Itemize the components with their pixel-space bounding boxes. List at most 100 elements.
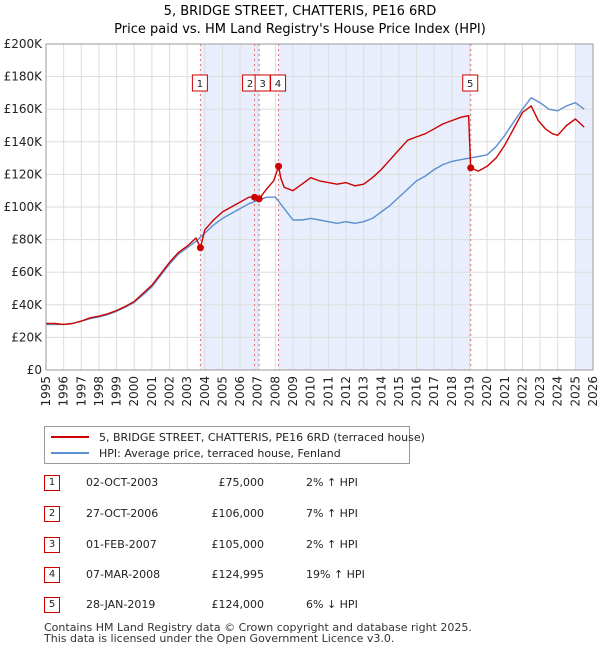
transaction-date: 07-MAR-2008 — [86, 568, 161, 581]
x-tick-label: 2023 — [533, 376, 547, 407]
x-tick-label: 2017 — [427, 376, 441, 407]
x-tick-label: 1995 — [39, 376, 53, 407]
sale-points — [196, 162, 475, 252]
footer-copyright: Contains HM Land Registry data © Crown c… — [44, 621, 472, 634]
y-tick-label: £40K — [11, 298, 43, 312]
x-tick-label: 2001 — [145, 376, 159, 407]
legend: 5, BRIDGE STREET, CHATTERIS, PE16 6RD (t… — [44, 426, 425, 464]
x-tick-label: 2002 — [163, 376, 177, 407]
x-tick-label: 1997 — [74, 376, 88, 407]
x-tick-label: 2004 — [198, 376, 212, 407]
sale-marker-label: 4 — [275, 79, 281, 90]
x-tick-label: 1998 — [92, 376, 106, 407]
sale-marker-label: 3 — [259, 79, 265, 90]
x-tick-label: 2022 — [515, 376, 529, 407]
x-tick-label: 2019 — [462, 376, 476, 407]
x-tick-label: 2008 — [268, 376, 282, 407]
y-tick-label: £60K — [11, 265, 43, 279]
transaction-hpi-diff: 2% ↑ HPI — [306, 538, 358, 551]
x-tick-label: 2025 — [568, 376, 582, 407]
legend-item-property: 5, BRIDGE STREET, CHATTERIS, PE16 6RD (t… — [51, 429, 425, 445]
chart-title: 5, BRIDGE STREET, CHATTERIS, PE16 6RD — [164, 4, 437, 19]
plot-frame — [45, 43, 594, 371]
sale-marker-label: 5 — [467, 79, 473, 90]
transaction-price: £75,000 — [218, 476, 265, 489]
y-tick-label: £200K — [4, 37, 44, 51]
x-tick-label: 2011 — [321, 376, 335, 407]
legend-item-hpi: HPI: Average price, terraced house, Fenl… — [51, 445, 341, 461]
x-tick-label: 2024 — [551, 376, 565, 407]
price-chart: 5, BRIDGE STREET, CHATTERIS, PE16 6RD Pr… — [4, 4, 600, 407]
legend-swatch-property — [51, 436, 89, 438]
x-tick-label: 2026 — [586, 376, 600, 407]
x-tick-label: 1999 — [110, 376, 124, 407]
x-tick-label: 2015 — [392, 376, 406, 407]
transaction-date: 27-OCT-2006 — [86, 507, 159, 520]
transaction-row: 4 07-MAR-2008 £124,995 19% ↑ HPI — [44, 567, 464, 585]
x-tick-label: 2000 — [127, 376, 141, 407]
y-tick-label: £80K — [11, 233, 43, 247]
x-tick-label: 2014 — [374, 376, 388, 407]
transaction-hpi-diff: 19% ↑ HPI — [306, 568, 365, 581]
footer-licence: This data is licensed under the Open Gov… — [44, 632, 395, 645]
x-tick-label: 2006 — [233, 376, 247, 407]
series-lines — [46, 97, 585, 326]
transaction-price: £124,995 — [211, 568, 265, 581]
series-line-property — [46, 105, 585, 326]
x-tick-label: 2005 — [215, 376, 229, 407]
transaction-price: £105,000 — [211, 538, 265, 551]
y-tick-label: £20K — [11, 330, 43, 344]
sale-point — [275, 162, 283, 170]
footer-attribution: Contains HM Land Registry data © Crown c… — [44, 622, 584, 644]
x-tick-label: 2020 — [480, 376, 494, 407]
sale-marker-badge — [191, 74, 208, 92]
x-tick-label: 2021 — [498, 376, 512, 407]
transaction-date: 02-OCT-2003 — [86, 476, 159, 489]
x-tick-label: 2010 — [304, 376, 318, 407]
transaction-number-badge: 4 — [44, 567, 60, 583]
y-axis-ticks: £0 £20K £40K £60K £80K £100K £120K £140K £160K £1… — [4, 37, 44, 377]
sale-point — [467, 164, 475, 172]
transaction-number-badge: 3 — [44, 537, 60, 553]
transaction-date: 01-FEB-2007 — [86, 538, 157, 551]
x-tick-label: 2009 — [286, 376, 300, 407]
transaction-row: 1 02-OCT-2003 £75,000 2% ↑ HPI — [44, 475, 464, 493]
x-tick-label: 2007 — [251, 376, 265, 407]
series-line-hpi — [46, 97, 585, 326]
x-tick-label: 2016 — [410, 376, 424, 407]
chart-subtitle: Price paid vs. HM Land Registry's House … — [114, 22, 486, 37]
grid-lines — [45, 43, 594, 371]
y-tick-label: £0 — [27, 363, 42, 377]
transaction-price: £124,000 — [211, 598, 265, 611]
y-tick-label: £160K — [4, 102, 44, 116]
y-tick-label: £180K — [4, 70, 44, 84]
transaction-hpi-diff: 6% ↓ HPI — [306, 598, 358, 611]
sale-marker-label: 2 — [247, 79, 253, 90]
transaction-number-badge: 5 — [44, 597, 60, 613]
transaction-number-badge: 2 — [44, 506, 60, 522]
legend-label-hpi: HPI: Average price, terraced house, Fenl… — [99, 446, 341, 460]
x-tick-label: 2003 — [180, 376, 194, 407]
transaction-hpi-diff: 2% ↑ HPI — [306, 476, 358, 489]
transaction-price: £106,000 — [211, 507, 265, 520]
sale-marker-badge — [270, 74, 287, 92]
legend-swatch-hpi — [51, 452, 89, 454]
x-tick-label: 2012 — [339, 376, 353, 407]
transaction-row: 3 01-FEB-2007 £105,000 2% ↑ HPI — [44, 537, 464, 555]
x-axis-ticks: 1995 1996 1997 1998 1999 2000 2001 2002 2003 2004… — [39, 376, 600, 407]
sale-point — [255, 195, 263, 203]
sale-point — [196, 244, 204, 252]
sale-marker-label: 1 — [197, 79, 203, 90]
x-tick-label: 2018 — [445, 376, 459, 407]
transaction-date: 28-JAN-2019 — [86, 598, 156, 611]
sale-marker-badge — [462, 74, 479, 92]
transaction-row: 5 28-JAN-2019 £124,000 6% ↓ HPI — [44, 597, 464, 615]
x-tick-label: 1996 — [57, 376, 71, 407]
transaction-hpi-diff: 7% ↑ HPI — [306, 507, 358, 520]
x-tick-label: 2013 — [357, 376, 371, 407]
y-tick-label: £100K — [4, 200, 44, 214]
legend-label-property: 5, BRIDGE STREET, CHATTERIS, PE16 6RD (t… — [99, 430, 425, 444]
y-tick-label: £120K — [4, 167, 44, 181]
y-tick-label: £140K — [4, 135, 44, 149]
